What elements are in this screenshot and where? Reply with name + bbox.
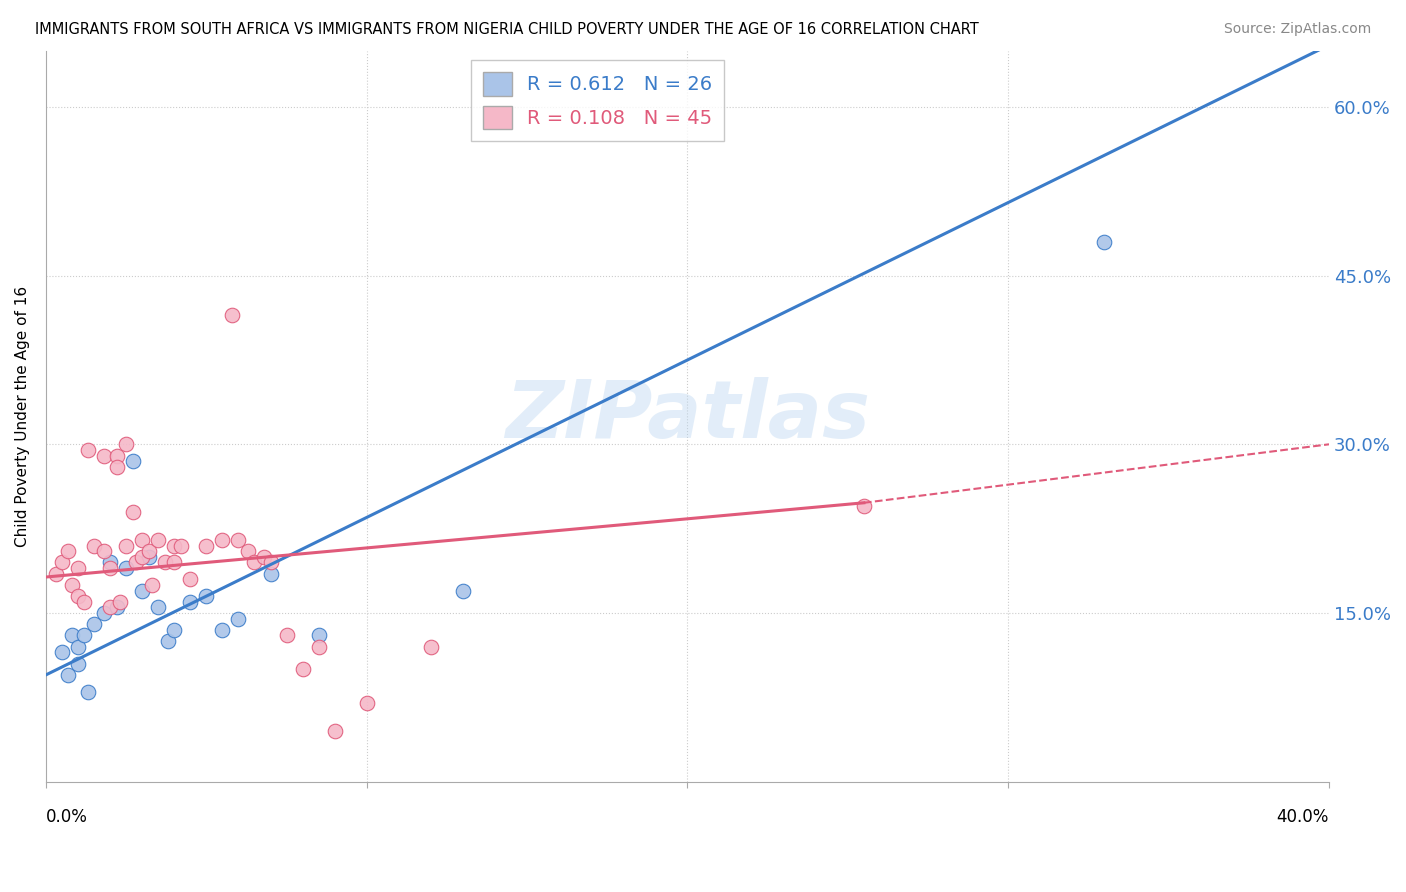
Point — [852, 499, 875, 513]
Point — [121, 454, 143, 468]
Point — [60, 628, 83, 642]
Point — [356, 696, 378, 710]
Point — [73, 595, 96, 609]
Point — [67, 589, 90, 603]
Point — [308, 628, 330, 642]
Point — [138, 544, 160, 558]
Point — [98, 555, 121, 569]
Point — [156, 634, 179, 648]
Point — [148, 533, 170, 547]
Point — [98, 561, 121, 575]
Point — [131, 583, 153, 598]
Point — [276, 628, 298, 642]
Y-axis label: Child Poverty Under the Age of 16: Child Poverty Under the Age of 16 — [15, 285, 30, 547]
Text: ZIPatlas: ZIPatlas — [505, 377, 870, 455]
Point — [51, 555, 73, 569]
Point — [153, 555, 176, 569]
Point — [83, 617, 105, 632]
Point — [67, 657, 90, 671]
Point — [163, 555, 186, 569]
Point — [243, 555, 266, 569]
Point — [73, 628, 96, 642]
Point — [179, 595, 201, 609]
Point — [291, 662, 314, 676]
Point — [125, 555, 148, 569]
Point — [58, 668, 80, 682]
Point — [115, 561, 138, 575]
Point — [131, 549, 153, 564]
Point — [51, 645, 73, 659]
Point — [419, 640, 441, 654]
Point — [259, 566, 281, 581]
Point — [138, 549, 160, 564]
Text: 0.0%: 0.0% — [46, 808, 87, 826]
Point — [105, 449, 128, 463]
Point — [105, 600, 128, 615]
Point — [83, 539, 105, 553]
Point — [451, 583, 474, 598]
Point — [308, 640, 330, 654]
Point — [211, 533, 233, 547]
Point — [105, 459, 128, 474]
Legend: R = 0.612   N = 26, R = 0.108   N = 45: R = 0.612 N = 26, R = 0.108 N = 45 — [471, 61, 724, 141]
Point — [195, 589, 218, 603]
Point — [163, 539, 186, 553]
Point — [148, 600, 170, 615]
Point — [67, 640, 90, 654]
Text: IMMIGRANTS FROM SOUTH AFRICA VS IMMIGRANTS FROM NIGERIA CHILD POVERTY UNDER THE : IMMIGRANTS FROM SOUTH AFRICA VS IMMIGRAN… — [35, 22, 979, 37]
Point — [221, 308, 243, 322]
Point — [195, 539, 218, 553]
Point — [93, 606, 115, 620]
Point — [76, 442, 98, 457]
Point — [98, 600, 121, 615]
Point — [163, 623, 186, 637]
Point — [131, 533, 153, 547]
Point — [236, 544, 259, 558]
Point — [323, 724, 346, 739]
Point — [60, 578, 83, 592]
Point — [115, 437, 138, 451]
Point — [228, 533, 250, 547]
Point — [253, 549, 276, 564]
Point — [179, 572, 201, 586]
Point — [211, 623, 233, 637]
Point — [259, 555, 281, 569]
Point — [141, 578, 163, 592]
Point — [93, 544, 115, 558]
Point — [67, 561, 90, 575]
Point — [93, 449, 115, 463]
Point — [170, 539, 193, 553]
Point — [228, 612, 250, 626]
Point — [108, 595, 131, 609]
Point — [121, 505, 143, 519]
Text: 40.0%: 40.0% — [1277, 808, 1329, 826]
Point — [76, 684, 98, 698]
Point — [58, 544, 80, 558]
Point — [1094, 235, 1116, 249]
Text: Source: ZipAtlas.com: Source: ZipAtlas.com — [1223, 22, 1371, 37]
Point — [45, 566, 67, 581]
Point — [115, 539, 138, 553]
